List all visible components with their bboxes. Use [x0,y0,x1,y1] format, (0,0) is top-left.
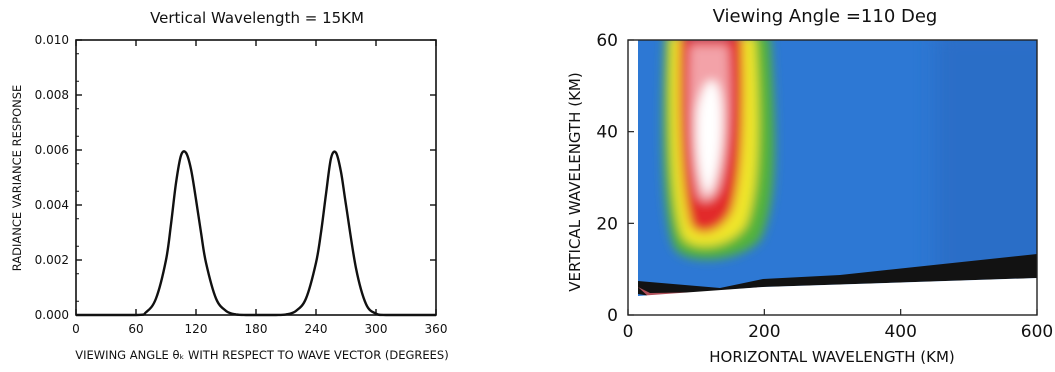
x-tick-label: 360 [425,322,448,336]
series-line [76,150,436,317]
y-tick-label: 0.004 [35,198,69,212]
masked-region [638,254,1037,296]
x-tick-label: 400 [884,322,916,342]
y-tick-label: 0.008 [35,88,69,102]
floor-fill [638,278,1037,315]
heatmap-field [628,40,1037,315]
x-tick-label: 240 [305,322,328,336]
heatmap-chart: Viewing Angle =110 Deg 0 200 400 600 [566,6,1054,366]
contour-bands [662,40,775,260]
y-tick-label: 0.010 [35,33,69,47]
band-blue-dark [935,40,1037,290]
x-tick-label: 200 [748,322,780,342]
axis-ticks [75,39,437,316]
y-tick-label: 0 [607,306,618,326]
x-tick-label: 180 [245,322,268,336]
plot-frame [627,39,1038,316]
x-axis-label: HORIZONTAL WAVELENGTH (KM) [709,348,955,366]
axis-ticks [627,39,1038,316]
x-tick-label: 120 [185,322,208,336]
plot-frame [75,39,437,316]
response-chart: Vertical Wavelength = 15KM 0 60 120 180 240 3… [10,9,449,362]
chart-title: Vertical Wavelength = 15KM [150,9,364,27]
x-axis-label: VIEWING ANGLE θₖ WITH RESPECT TO WAVE VE… [75,348,448,362]
y-tick-labels: 0 20 40 60 [596,31,618,326]
x-tick-labels: 0 60 120 180 240 300 360 [72,322,447,336]
y-tick-labels: 0.000 0.002 0.004 0.006 0.008 0.010 [35,33,69,322]
y-tick-label: 0.006 [35,143,69,157]
x-tick-labels: 0 200 400 600 [623,322,1054,342]
x-tick-label: 600 [1021,322,1053,342]
y-tick-label: 40 [596,123,618,143]
y-tick-label: 0.002 [35,253,69,267]
y-tick-label: 60 [596,31,618,51]
y-axis-label: VERTICAL WAVELENGTH (KM) [566,72,584,291]
y-tick-label: 20 [596,214,618,234]
band-white [696,80,723,196]
chart-title: Viewing Angle =110 Deg [713,6,938,27]
x-tick-label: 0 [72,322,80,336]
unmeasured-region [628,40,638,315]
y-tick-label: 0.000 [35,308,69,322]
x-tick-label: 60 [128,322,143,336]
y-axis-label: RADIANCE VARIANCE RESPONSE [10,85,24,272]
x-tick-label: 300 [365,322,388,336]
x-tick-label: 0 [623,322,634,342]
